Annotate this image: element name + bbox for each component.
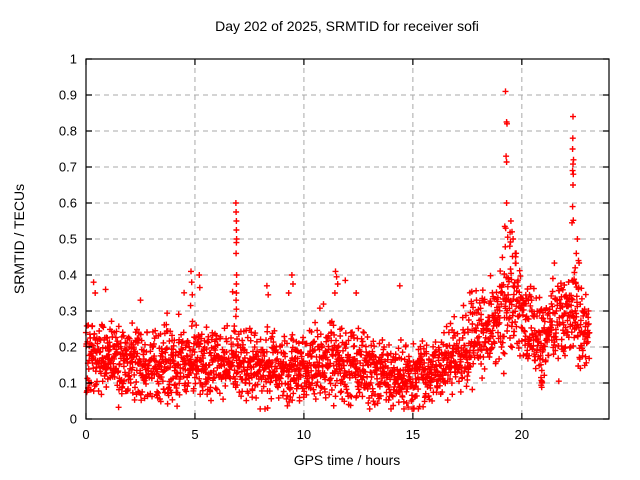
y-tick-label: 0.6 — [59, 196, 77, 211]
x-tick-label: 20 — [515, 427, 529, 442]
y-tick-label: 1 — [70, 52, 77, 67]
y-tick-label: 0.3 — [59, 304, 77, 319]
x-tick-label: 10 — [297, 427, 311, 442]
x-tick-label: 5 — [191, 427, 198, 442]
x-tick-label: 0 — [82, 427, 89, 442]
gridlines — [86, 59, 609, 419]
y-tick-label: 0.9 — [59, 88, 77, 103]
y-tick-label: 0 — [70, 412, 77, 427]
x-axis-label: GPS time / hours — [294, 452, 401, 468]
chart-title: Day 202 of 2025, SRMTID for receiver sof… — [215, 18, 479, 34]
y-tick-label: 0.1 — [59, 376, 77, 391]
y-tick-label: 0.8 — [59, 124, 77, 139]
y-tick-label: 0.2 — [59, 340, 77, 355]
y-tick-label: 0.5 — [59, 232, 77, 247]
axis-tick-marks — [85, 58, 609, 420]
tick-labels: 0 5 10 15 20 0 0.1 0.2 0.3 0.4 0.5 0.6 0.7 0.8 0.9 1 — [59, 52, 529, 443]
y-tick-label: 0.4 — [59, 268, 77, 283]
x-tick-label: 15 — [406, 427, 420, 442]
data-points — [82, 88, 593, 412]
y-axis-label: SRMTID / TECUs — [11, 184, 27, 294]
y-tick-label: 0.7 — [59, 160, 77, 175]
